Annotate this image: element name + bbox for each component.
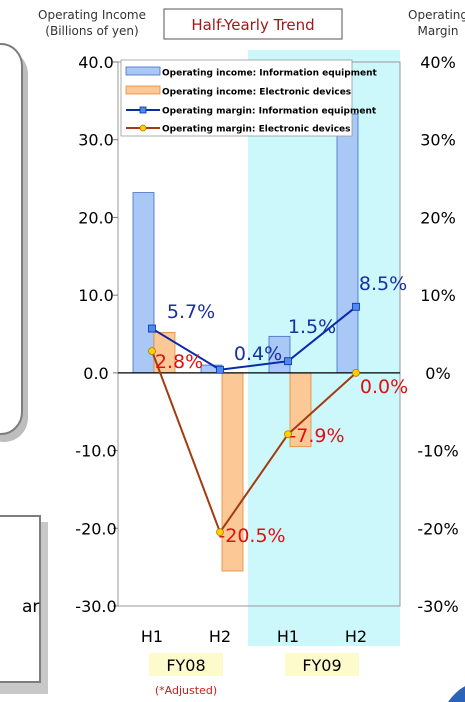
bar-info-equipment bbox=[336, 113, 359, 374]
group-label-bg bbox=[285, 653, 359, 676]
group-labels: FY08 (*Adjusted) FY09 bbox=[149, 653, 359, 697]
data-label-electronic-devices: -20.5% bbox=[218, 525, 285, 547]
right-tick-label: -10% bbox=[417, 442, 458, 461]
data-label-info-equipment: 5.7% bbox=[167, 301, 215, 323]
line-margin-info-equipment bbox=[151, 306, 357, 371]
legend-swatch-info-bar bbox=[125, 66, 161, 76]
point-margin-electronic-devices bbox=[216, 528, 224, 537]
category-label: H1 bbox=[141, 627, 163, 646]
point-margin-electronic-devices bbox=[148, 347, 156, 355]
right-tick-label: -30% bbox=[417, 597, 458, 616]
left-axis-title-line2: (Billions of yen) bbox=[45, 24, 138, 38]
chart-title: Half-Yearly Trend bbox=[191, 16, 314, 34]
right-axis-title-line2: Margin bbox=[418, 24, 459, 38]
right-tick-label: 20% bbox=[420, 208, 456, 227]
legend-marker-info bbox=[139, 106, 147, 114]
left-tick-label: -10.0 bbox=[75, 442, 116, 461]
left-tick-label: 0.0 bbox=[83, 364, 108, 383]
left-decor-panel-bottom: ar bbox=[0, 515, 48, 694]
category-label: H1 bbox=[277, 627, 299, 646]
data-label-info-equipment: 8.5% bbox=[359, 273, 407, 295]
legend-label: Operating margin: Electronic devices bbox=[162, 125, 351, 135]
legend-swatch-elec-bar bbox=[125, 85, 161, 95]
group-label-bg bbox=[149, 653, 223, 676]
corner-decor bbox=[448, 686, 465, 702]
right-tick-label: -20% bbox=[417, 519, 458, 538]
data-label-info-equipment: 0.4% bbox=[234, 343, 282, 365]
category-label: H2 bbox=[209, 627, 231, 646]
right-tick-label: 30% bbox=[420, 131, 456, 150]
left-tick-label: 40.0 bbox=[78, 53, 114, 72]
data-label-electronic-devices: 0.0% bbox=[360, 376, 408, 398]
group-label: FY09 bbox=[302, 656, 341, 675]
group-label: FY08 bbox=[166, 656, 205, 675]
point-margin-electronic-devices bbox=[352, 368, 360, 377]
lines-layer bbox=[148, 302, 360, 537]
ticks-layer: 40.0 40% 30.0 30% 20.0 20% 10.0 10% 0.0 0% -10.0 -1… bbox=[75, 53, 458, 616]
left-tick-label: 30.0 bbox=[78, 131, 114, 150]
legend-label: Operating margin: Information equipment bbox=[162, 107, 377, 117]
right-tick-label: 0% bbox=[425, 364, 450, 383]
left-axis-title-line1: Operating Income bbox=[38, 8, 146, 22]
bar-info-equipment bbox=[132, 192, 155, 374]
data-label-info-equipment: 1.5% bbox=[288, 316, 336, 338]
group-note: (*Adjusted) bbox=[155, 684, 217, 697]
point-margin-info-equipment bbox=[148, 324, 156, 333]
right-axis-title-line1: Operating bbox=[408, 8, 465, 22]
chart-title-box bbox=[163, 8, 343, 40]
left-tick-label: 10.0 bbox=[78, 286, 114, 305]
category-label: H2 bbox=[345, 627, 367, 646]
legend-label: Operating income: Information equipment bbox=[162, 69, 378, 79]
left-tick-label: 20.0 bbox=[78, 208, 114, 227]
point-margin-info-equipment bbox=[284, 357, 292, 366]
right-tick-label: 10% bbox=[420, 286, 456, 305]
left-tick-label: -20.0 bbox=[75, 519, 116, 538]
point-margin-electronic-devices bbox=[284, 430, 292, 439]
left-fragment-text: ar bbox=[22, 597, 39, 617]
data-label-electronic-devices: -7.9% bbox=[289, 425, 344, 447]
legend-label: Operating income: Electronic devices bbox=[162, 88, 351, 98]
point-margin-info-equipment bbox=[352, 302, 360, 311]
point-margin-info-equipment bbox=[216, 365, 224, 374]
data-labels-layer: 5.7% 0.4% 1.5% 8.5% 2.8% -20.5% -7.9% 0.0% bbox=[155, 273, 408, 547]
right-tick-label: 40% bbox=[420, 53, 456, 72]
data-label-electronic-devices: 2.8% bbox=[155, 351, 203, 373]
line-margin-electronic-devices bbox=[151, 350, 357, 535]
category-labels: H1 H2 H1 H2 bbox=[141, 627, 367, 646]
left-tick-label: -30.0 bbox=[75, 597, 116, 616]
left-decor-panel-top bbox=[0, 43, 28, 442]
legend: Operating income: Information equipment O… bbox=[120, 59, 378, 137]
legend-marker-elec bbox=[139, 124, 147, 132]
